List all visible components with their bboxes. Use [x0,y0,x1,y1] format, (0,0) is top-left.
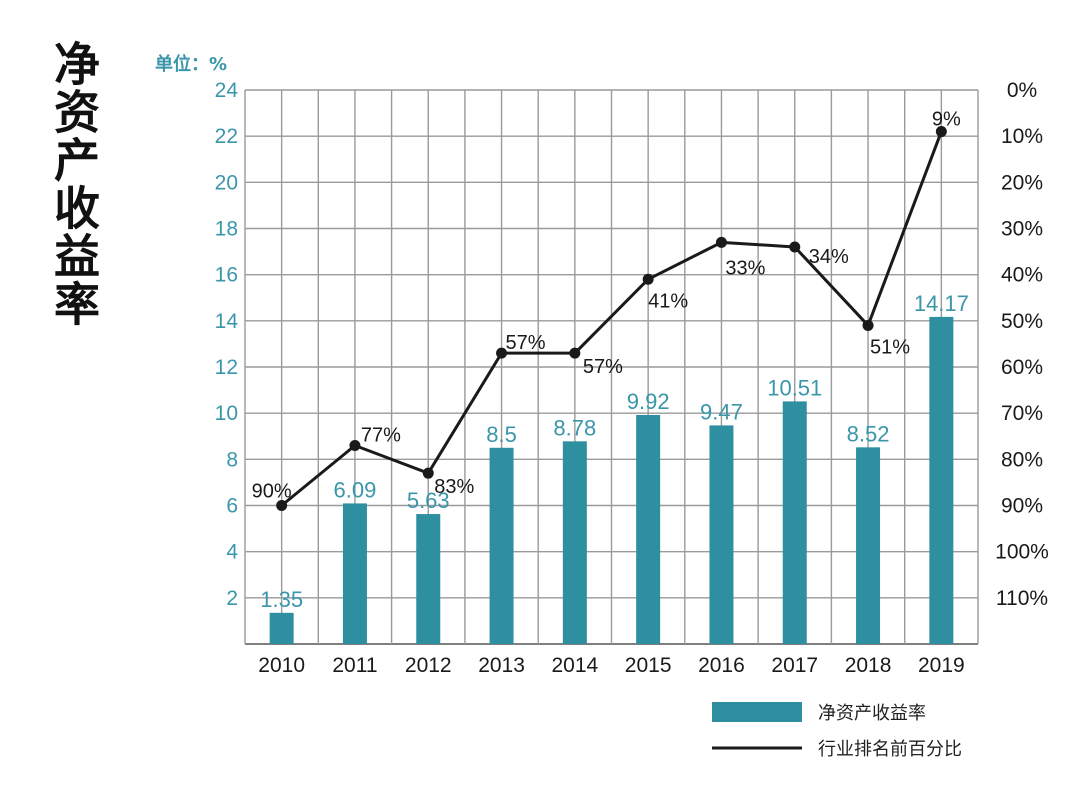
x-axis-tick: 2010 [258,654,305,677]
right-axis-tick: 30% [1001,218,1043,241]
right-axis-tick: 0% [1007,79,1037,102]
bar-value-label: 8.5 [486,422,517,447]
left-axis-tick: 16 [215,264,238,287]
labels: 1.35 6.09 5.63 8.5 8.78 9.92 9.47 10.51 8.52 14.1… [252,109,969,612]
right-axis-tick: 80% [1001,448,1043,471]
x-axis-tick: 2019 [918,654,965,677]
left-axis-tick: 22 [215,125,238,148]
rank-value-label: 83% [434,476,474,498]
bar [929,316,954,644]
x-axis-tick: 2012 [405,654,452,677]
right-axis-tick: 110% [996,587,1048,610]
x-axis-tick: 2011 [332,654,377,677]
right-axis-tick: 100% [995,541,1049,564]
rank-point [496,347,508,359]
rank-point [715,236,727,248]
bar-value-label: 8.52 [847,421,890,446]
x-axis-tick: 2017 [771,654,818,677]
rank-point [789,241,801,253]
bar-series [269,316,954,644]
rank-point [642,273,654,285]
rank-line [280,131,943,507]
bar-value-label: 1.35 [260,587,303,612]
bar [269,612,294,644]
bar-value-label: 8.78 [553,415,596,440]
right-axis-tick: 70% [1001,402,1043,425]
rank-value-label: 51% [870,336,910,358]
bar [416,514,441,644]
bar [342,503,367,644]
x-axis-tick: 2013 [478,654,525,677]
bar [636,415,661,644]
right-axis-tick: 50% [1001,310,1043,333]
left-axis-tick: 14 [215,310,239,333]
left-axis-tick: 18 [215,218,238,241]
bar [782,401,807,644]
rank-point [862,319,874,331]
right-axis-tick: 10% [1001,125,1043,148]
rank-value-label: 57% [506,332,546,354]
page-title: 净资产收益率 [47,40,101,328]
x-axis-tick: 2014 [551,654,598,677]
bar-value-label: 9.47 [700,399,743,424]
x-axis-tick: 2018 [845,654,892,677]
rank-value-label: 41% [648,290,688,312]
bar-value-label: 5.63 [407,488,450,513]
rank-value-label: 90% [252,481,292,503]
unit-label: 单位：% [155,53,227,75]
bar [562,441,587,644]
left-axis-tick: 20 [215,171,238,194]
left-axis-tick: 6 [226,495,238,518]
right-axis-tick: 90% [1001,495,1043,518]
rank-point [935,126,947,138]
bar [709,425,734,644]
rank-value-label: 33% [725,257,765,279]
right-axis-tick: 60% [1001,356,1043,379]
x-axis-tick: 2016 [698,654,745,677]
bar-value-label: 14.17 [914,291,969,316]
bar-value-label: 10.51 [767,375,822,400]
rank-value-label: 9% [932,109,961,131]
left-axis-tick: 2 [226,587,238,610]
rank-value-label: 77% [361,424,401,446]
line-series [276,126,947,511]
bar-value-label: 6.09 [334,477,377,502]
left-axis-tick: 4 [226,541,238,564]
rank-value-label: 34% [809,246,849,268]
left-axis-tick: 8 [226,448,238,471]
legend-bar-label: 净资产收益率 [818,703,926,724]
rank-point [569,347,581,359]
bar-value-label: 9.92 [627,389,670,414]
legend-bar-swatch [712,702,802,722]
bar [489,447,514,644]
rank-point [422,467,434,479]
right-axis-tick: 40% [1001,264,1043,287]
rank-point [276,500,288,511]
left-axis-tick: 24 [215,79,239,102]
bar [856,447,881,644]
rank-point [349,439,361,451]
left-axis-tick: 10 [215,402,238,425]
x-axis-tick: 2015 [625,654,672,677]
rank-value-label: 57% [583,356,623,378]
legend-line-label: 行业排名前百分比 [818,739,962,760]
left-axis-tick: 12 [215,356,238,379]
right-axis-tick: 20% [1001,171,1043,194]
